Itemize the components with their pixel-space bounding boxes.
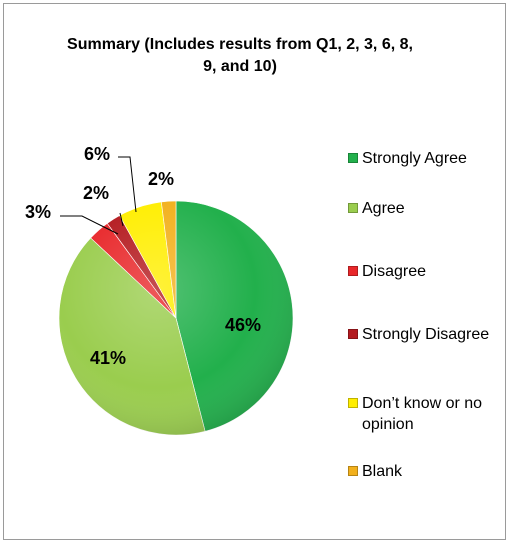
data-label-strongly-agree: 46% xyxy=(225,315,261,335)
legend-label-strongly-disagree: Strongly Disagree xyxy=(362,326,490,343)
legend-label-don-t-know-or-no-opinion: Don’t know or no opinion xyxy=(362,395,483,433)
legend-item-don-t-know-or-no-opinion: Don’t know or no opinion xyxy=(348,393,497,435)
legend-label-blank: Blank xyxy=(362,463,403,480)
data-label-disagree: 3% xyxy=(25,202,51,222)
legend-swatch-blank xyxy=(348,466,358,476)
legend-item-strongly-disagree: Strongly Disagree xyxy=(348,324,497,345)
data-label-strongly-disagree: 2% xyxy=(83,183,109,203)
data-label-don-t-know-or-no-opinion: 6% xyxy=(84,144,110,164)
legend-label-disagree: Disagree xyxy=(362,263,427,280)
legend-label-agree: Agree xyxy=(362,200,405,217)
legend-item-blank: Blank xyxy=(348,461,497,482)
leader-line-disagree xyxy=(60,215,119,235)
legend-swatch-disagree xyxy=(348,266,358,276)
legend-label-strongly-agree: Strongly Agree xyxy=(362,150,467,167)
leader-line-don-t-know-or-no-opinion xyxy=(118,156,137,213)
legend-swatch-agree xyxy=(348,203,358,213)
legend-swatch-don-t-know-or-no-opinion xyxy=(348,398,358,408)
legend-swatch-strongly-agree xyxy=(348,153,358,163)
data-label-blank: 2% xyxy=(148,169,174,189)
legend-swatch-strongly-disagree xyxy=(348,329,358,339)
chart-title: Summary (Includes results from Q1, 2, 3,… xyxy=(67,36,413,75)
legend-item-agree: Agree xyxy=(348,198,497,219)
legend-item-strongly-agree: Strongly Agree xyxy=(348,148,497,169)
data-label-agree: 41% xyxy=(90,348,126,368)
leader-line-strongly-disagree xyxy=(119,212,124,227)
legend-item-disagree: Disagree xyxy=(348,261,497,282)
